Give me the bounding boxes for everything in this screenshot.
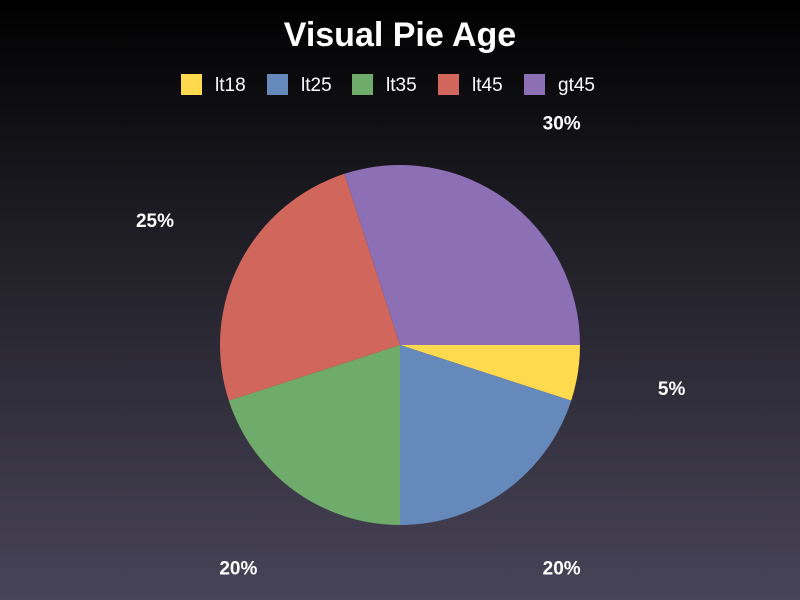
legend-swatch-gt45 xyxy=(524,74,545,95)
legend-item-lt18: lt18 xyxy=(181,74,246,96)
pie-slice-gt45 xyxy=(344,165,580,345)
legend-label-lt25: lt25 xyxy=(301,75,332,96)
legend-swatch-lt18 xyxy=(181,74,202,95)
pie-slices xyxy=(220,165,580,525)
slice-label-lt35: 20% xyxy=(219,558,257,579)
legend-label-gt45: gt45 xyxy=(558,75,595,96)
legend-swatch-lt25 xyxy=(267,74,288,95)
legend-label-lt18: lt18 xyxy=(215,75,246,96)
legend-label-lt35: lt35 xyxy=(386,75,417,96)
legend-label-lt45: lt45 xyxy=(472,75,503,96)
pie-slice-lt45 xyxy=(220,173,400,401)
legend-item-lt45: lt45 xyxy=(438,74,503,96)
legend-swatch-lt45 xyxy=(438,74,459,95)
legend-item-lt35: lt35 xyxy=(352,74,417,96)
legend-swatch-lt35 xyxy=(352,74,373,95)
pie-slice-lt18 xyxy=(400,345,580,401)
chart-title: Visual Pie Age xyxy=(284,16,516,54)
legend: lt18 lt25 lt35 lt45 gt45 xyxy=(181,74,595,96)
slice-label-lt18: 5% xyxy=(658,379,686,400)
pie-slice-lt25 xyxy=(400,345,572,525)
legend-item-lt25: lt25 xyxy=(267,74,332,96)
pie-slice-lt35 xyxy=(228,345,400,525)
slice-label-lt25: 20% xyxy=(543,558,581,579)
slice-label-lt45: 25% xyxy=(136,211,174,232)
legend-item-gt45: gt45 xyxy=(524,74,595,96)
slice-label-gt45: 30% xyxy=(543,114,581,135)
slice-labels: 5% 20% 20% 25% 30% xyxy=(136,114,685,580)
